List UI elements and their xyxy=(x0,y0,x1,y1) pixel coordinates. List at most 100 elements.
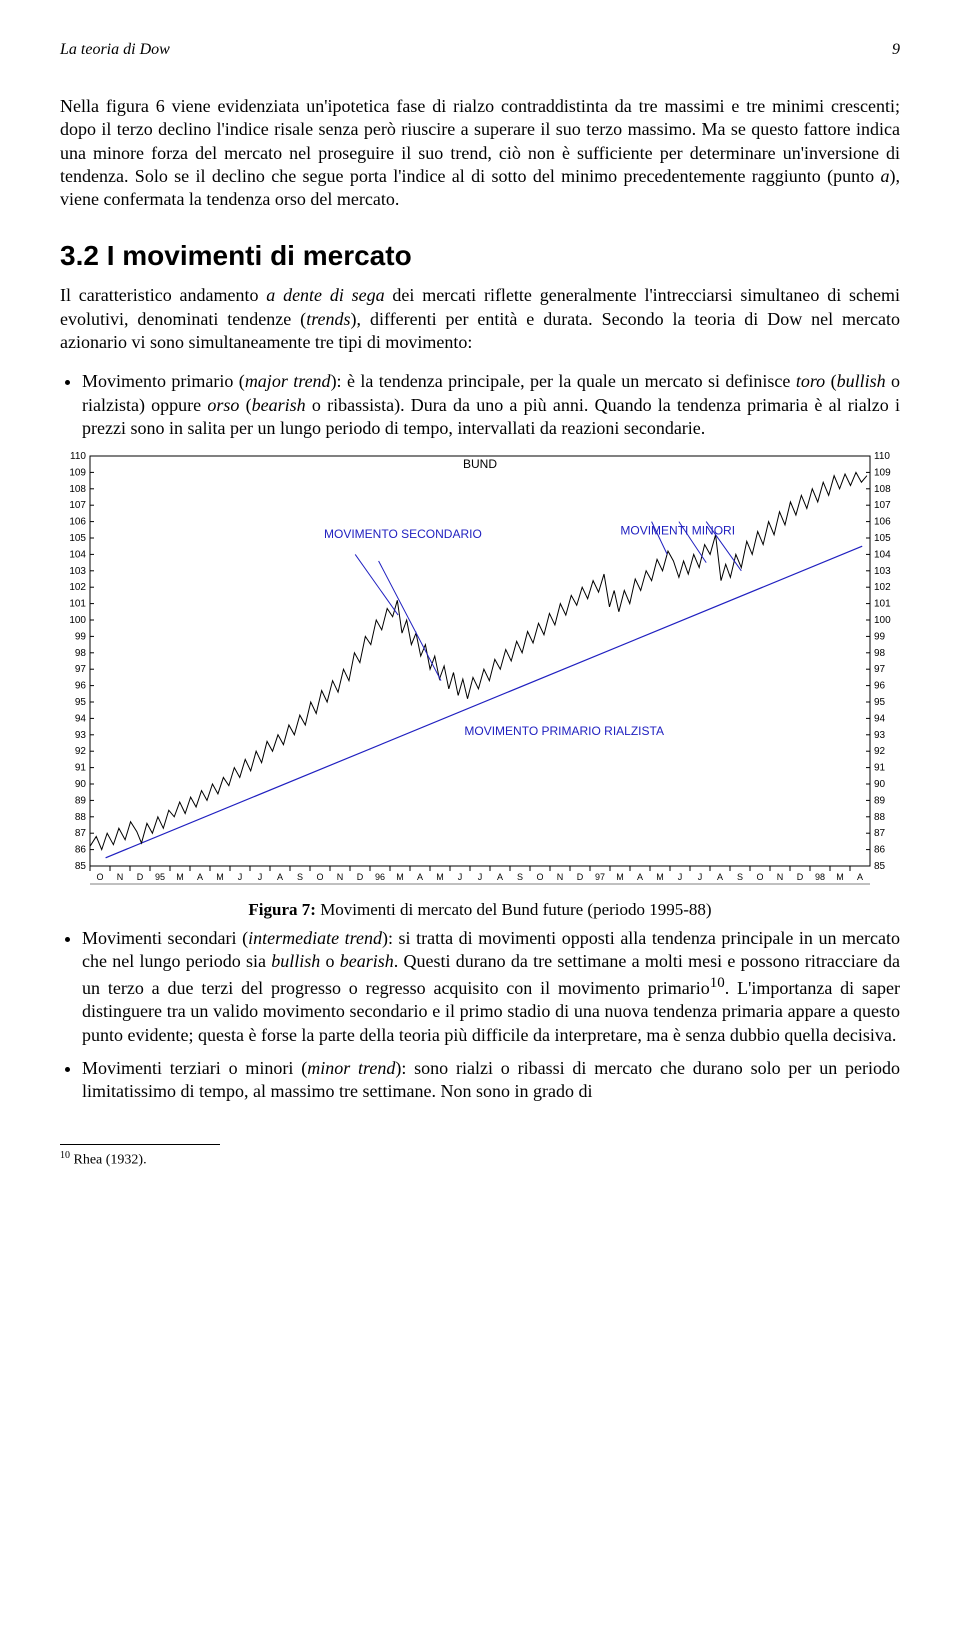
footnote-10: 10 Rhea (1932). xyxy=(60,1149,900,1170)
svg-text:98: 98 xyxy=(815,872,825,882)
svg-text:110: 110 xyxy=(874,451,890,462)
svg-text:A: A xyxy=(417,872,423,882)
svg-text:104: 104 xyxy=(69,550,86,561)
bund-chart: 8585868687878888898990909191929293939494… xyxy=(60,450,900,890)
svg-text:98: 98 xyxy=(75,648,87,659)
svg-text:89: 89 xyxy=(874,796,886,807)
svg-text:86: 86 xyxy=(874,845,886,856)
svg-text:S: S xyxy=(297,872,303,882)
svg-text:M: M xyxy=(836,872,844,882)
svg-text:D: D xyxy=(137,872,144,882)
svg-text:96: 96 xyxy=(375,872,385,882)
header-page-number: 9 xyxy=(892,40,900,61)
svg-text:96: 96 xyxy=(874,681,886,692)
svg-text:109: 109 xyxy=(69,468,86,479)
svg-text:91: 91 xyxy=(75,763,87,774)
svg-text:S: S xyxy=(737,872,743,882)
svg-text:A: A xyxy=(717,872,723,882)
svg-text:A: A xyxy=(497,872,503,882)
svg-text:M: M xyxy=(176,872,184,882)
svg-text:93: 93 xyxy=(874,730,886,741)
paragraph-1: Nella figura 6 viene evidenziata un'ipot… xyxy=(60,95,900,212)
figure-7: 8585868687878888898990909191929293939494… xyxy=(60,450,900,920)
svg-text:M: M xyxy=(396,872,404,882)
svg-text:96: 96 xyxy=(75,681,87,692)
bullet-2: Movimenti secondari (intermediate trend)… xyxy=(82,927,900,1047)
bullet-1: Movimento primario (major trend): è la t… xyxy=(82,370,900,440)
svg-text:J: J xyxy=(678,872,683,882)
svg-text:MOVIMENTO PRIMARIO RIALZISTA: MOVIMENTO PRIMARIO RIALZISTA xyxy=(464,724,664,738)
svg-text:102: 102 xyxy=(874,583,891,594)
svg-text:109: 109 xyxy=(874,468,891,479)
svg-text:97: 97 xyxy=(75,665,87,676)
svg-text:106: 106 xyxy=(69,517,86,528)
svg-text:N: N xyxy=(777,872,784,882)
svg-text:94: 94 xyxy=(75,714,87,725)
svg-text:J: J xyxy=(458,872,463,882)
svg-text:108: 108 xyxy=(69,484,86,495)
svg-text:103: 103 xyxy=(69,566,86,577)
svg-text:98: 98 xyxy=(874,648,886,659)
svg-text:S: S xyxy=(517,872,523,882)
svg-text:91: 91 xyxy=(874,763,886,774)
svg-text:D: D xyxy=(577,872,584,882)
svg-text:108: 108 xyxy=(874,484,891,495)
bullet-3: Movimenti terziari o minori (minor trend… xyxy=(82,1057,900,1104)
svg-text:95: 95 xyxy=(75,697,87,708)
svg-text:O: O xyxy=(316,872,323,882)
footnote-rule xyxy=(60,1144,220,1145)
svg-text:106: 106 xyxy=(874,517,891,528)
svg-text:N: N xyxy=(117,872,124,882)
svg-text:J: J xyxy=(698,872,703,882)
svg-text:107: 107 xyxy=(69,501,86,512)
figure-caption: Figura 7: Movimenti di mercato del Bund … xyxy=(60,899,900,921)
svg-text:A: A xyxy=(857,872,863,882)
svg-text:85: 85 xyxy=(75,861,87,872)
svg-text:88: 88 xyxy=(75,812,87,823)
svg-text:J: J xyxy=(478,872,483,882)
svg-text:101: 101 xyxy=(874,599,891,610)
bullet-list-2: Movimenti secondari (intermediate trend)… xyxy=(60,927,900,1104)
svg-text:86: 86 xyxy=(75,845,87,856)
svg-text:90: 90 xyxy=(874,779,886,790)
svg-text:92: 92 xyxy=(75,747,87,758)
bullet-list: Movimento primario (major trend): è la t… xyxy=(60,370,900,440)
svg-text:M: M xyxy=(616,872,624,882)
svg-text:107: 107 xyxy=(874,501,891,512)
svg-text:99: 99 xyxy=(75,632,87,643)
svg-text:J: J xyxy=(238,872,243,882)
svg-text:93: 93 xyxy=(75,730,87,741)
svg-text:92: 92 xyxy=(874,747,886,758)
svg-text:97: 97 xyxy=(874,665,886,676)
svg-text:103: 103 xyxy=(874,566,891,577)
svg-text:104: 104 xyxy=(874,550,891,561)
svg-text:D: D xyxy=(797,872,804,882)
svg-text:90: 90 xyxy=(75,779,87,790)
svg-text:105: 105 xyxy=(874,533,891,544)
svg-text:101: 101 xyxy=(69,599,86,610)
svg-text:95: 95 xyxy=(874,697,886,708)
svg-text:M: M xyxy=(656,872,664,882)
svg-text:A: A xyxy=(197,872,203,882)
svg-text:97: 97 xyxy=(595,872,605,882)
svg-text:85: 85 xyxy=(874,861,886,872)
svg-text:O: O xyxy=(536,872,543,882)
svg-text:O: O xyxy=(96,872,103,882)
svg-text:MOVIMENTO SECONDARIO: MOVIMENTO SECONDARIO xyxy=(324,527,482,541)
svg-text:87: 87 xyxy=(75,829,87,840)
paragraph-2: Il caratteristico andamento a dente di s… xyxy=(60,284,900,354)
header-title: La teoria di Dow xyxy=(60,40,170,61)
svg-text:J: J xyxy=(258,872,263,882)
svg-text:110: 110 xyxy=(70,451,86,462)
svg-text:N: N xyxy=(337,872,344,882)
page-header: La teoria di Dow 9 xyxy=(60,40,900,61)
svg-text:102: 102 xyxy=(69,583,86,594)
svg-text:N: N xyxy=(557,872,564,882)
svg-text:94: 94 xyxy=(874,714,886,725)
svg-text:D: D xyxy=(357,872,364,882)
svg-text:87: 87 xyxy=(874,829,886,840)
svg-text:89: 89 xyxy=(75,796,87,807)
caption-text: Movimenti di mercato del Bund future (pe… xyxy=(316,900,712,919)
svg-text:100: 100 xyxy=(69,615,86,626)
svg-text:95: 95 xyxy=(155,872,165,882)
